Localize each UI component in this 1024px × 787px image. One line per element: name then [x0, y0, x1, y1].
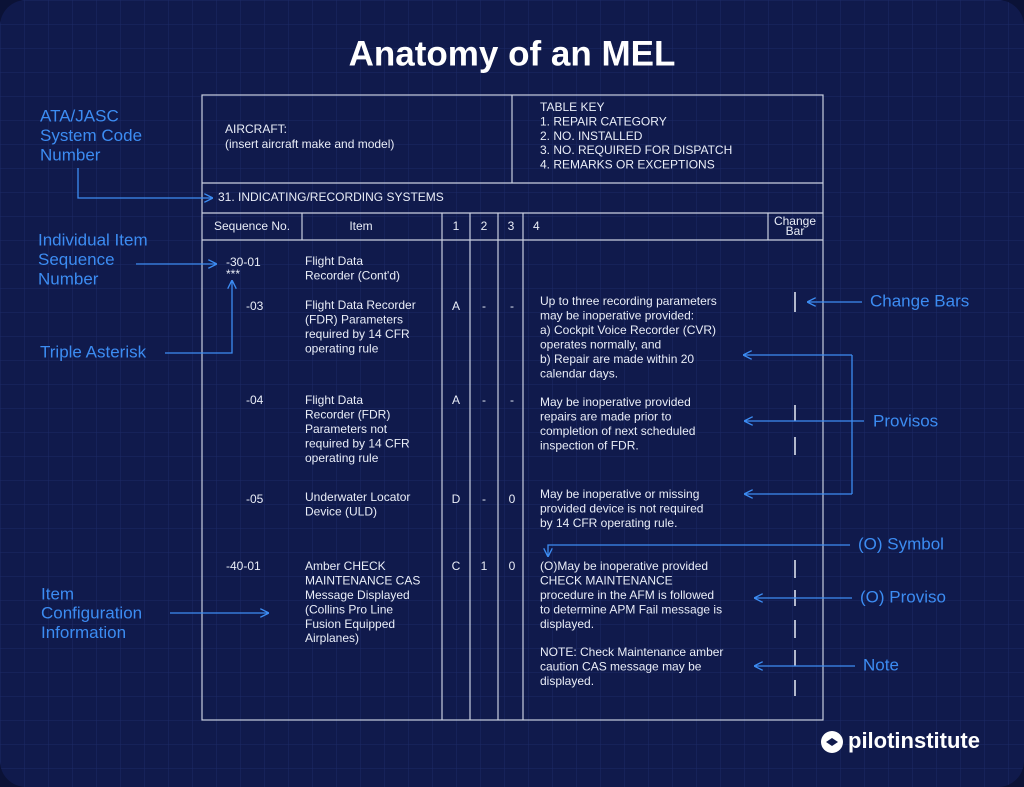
item: Fusion Equipped — [305, 617, 395, 631]
change-bar-header: Bar — [786, 224, 805, 238]
remarks: by 14 CFR operating rule. — [540, 516, 677, 530]
remarks: provided device is not required — [540, 502, 703, 516]
item: Flight Data Recorder — [305, 298, 416, 312]
remarks: completion of next scheduled — [540, 424, 695, 438]
col-value: 0 — [509, 559, 516, 573]
remarks: calendar days. — [540, 367, 618, 381]
callout: Sequence — [38, 250, 115, 269]
callout: Number — [38, 269, 99, 288]
header: 4 — [533, 219, 540, 233]
callout: Triple Asterisk — [40, 342, 147, 361]
callout: ATA/JASC — [40, 106, 119, 125]
remarks: CHECK MAINTENANCE — [540, 574, 673, 588]
note: caution CAS message may be — [540, 660, 702, 674]
callout: (O) Proviso — [860, 587, 946, 606]
header: Sequence No. — [214, 219, 290, 233]
col-value: - — [482, 393, 486, 407]
item: (FDR) Parameters — [305, 313, 403, 327]
header: 1 — [453, 219, 460, 233]
callout: Individual Item — [38, 230, 148, 249]
aircraft: AIRCRAFT: — [225, 122, 287, 136]
col-value: 0 — [509, 492, 516, 506]
sequence: *** — [226, 267, 240, 281]
callout: Configuration — [41, 604, 142, 623]
remarks: repairs are made prior to — [540, 410, 672, 424]
col-value: A — [452, 393, 460, 407]
remarks: operates normally, and — [540, 338, 661, 352]
table-key: 3. NO. REQUIRED FOR DISPATCH — [540, 143, 732, 157]
remarks: b) Repair are made within 20 — [540, 352, 694, 366]
table-key: 2. NO. INSTALLED — [540, 129, 643, 143]
item: MAINTENANCE CAS — [305, 574, 420, 588]
item: Device (ULD) — [305, 505, 377, 519]
col-value: C — [452, 559, 461, 573]
callout: Change Bars — [870, 291, 969, 310]
brand: pilotinstitute — [848, 728, 980, 753]
item: Airplanes) — [305, 631, 359, 645]
item: Flight Data — [305, 254, 363, 268]
callout: Information — [41, 623, 126, 642]
col-value: - — [482, 492, 486, 506]
item: Amber CHECK — [305, 559, 386, 573]
sequence: -40-01 — [226, 559, 261, 573]
header: 2 — [481, 219, 488, 233]
sequence: -30-01 — [226, 255, 261, 269]
item: (Collins Pro Line — [305, 602, 393, 616]
remarks: May be inoperative provided — [540, 395, 691, 409]
sequence: -03 — [246, 299, 264, 313]
remarks: displayed. — [540, 617, 594, 631]
remarks: to determine APM Fail message is — [540, 603, 722, 617]
sequence: -04 — [246, 393, 264, 407]
callout: Provisos — [873, 411, 938, 430]
item: Message Displayed — [305, 588, 410, 602]
aircraft: (insert aircraft make and model) — [225, 137, 394, 151]
col-value: D — [452, 492, 461, 506]
item: required by 14 CFR — [305, 327, 410, 341]
callout: Number — [40, 145, 101, 164]
note: displayed. — [540, 674, 594, 688]
callout: Item — [41, 584, 74, 603]
table-key: 1. REPAIR CATEGORY — [540, 114, 667, 128]
remarks: May be inoperative or missing — [540, 487, 699, 501]
item: Recorder (FDR) — [305, 408, 390, 422]
system: 31. INDICATING/RECORDING SYSTEMS — [218, 190, 444, 204]
item: operating rule — [305, 341, 379, 355]
item: Parameters not — [305, 422, 388, 436]
title: Anatomy of an MEL — [349, 34, 676, 73]
table-key: TABLE KEY — [540, 100, 604, 114]
sequence: -05 — [246, 492, 264, 506]
item: operating rule — [305, 451, 379, 465]
col-value: A — [452, 299, 460, 313]
remarks: (O)May be inoperative provided — [540, 559, 708, 573]
header: 3 — [508, 219, 515, 233]
item: Recorder (Cont'd) — [305, 269, 400, 283]
item: Underwater Locator — [305, 490, 410, 504]
col-value: - — [482, 299, 486, 313]
item: Flight Data — [305, 393, 363, 407]
header: Item — [349, 219, 372, 233]
col-value: - — [510, 393, 514, 407]
remarks: Up to three recording parameters — [540, 294, 717, 308]
callout: (O) Symbol — [858, 534, 944, 553]
brand-logo — [821, 731, 843, 753]
table-key: 4. REMARKS OR EXCEPTIONS — [540, 157, 715, 171]
remarks: inspection of FDR. — [540, 439, 639, 453]
callout-arrows — [77, 168, 864, 666]
note: NOTE: Check Maintenance amber — [540, 645, 723, 659]
callout: System Code — [40, 126, 142, 145]
remarks: may be inoperative provided: — [540, 309, 694, 323]
remarks: a) Cockpit Voice Recorder (CVR) — [540, 323, 716, 337]
item: required by 14 CFR — [305, 436, 410, 450]
callout: Note — [863, 655, 899, 674]
table-lines — [201, 94, 824, 721]
col-value: - — [510, 299, 514, 313]
remarks: procedure in the AFM is followed — [540, 588, 714, 602]
change-bar-header: Change — [774, 214, 816, 228]
col-value: 1 — [481, 559, 488, 573]
